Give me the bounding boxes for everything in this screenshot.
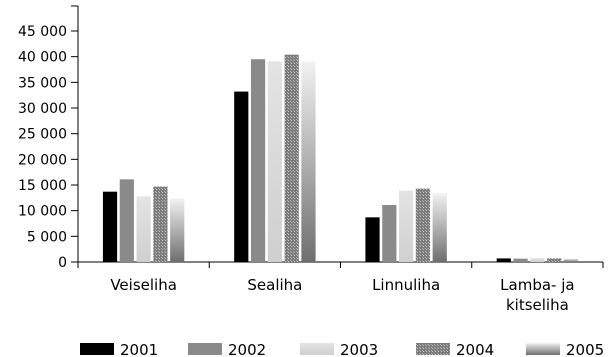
legend-swatch-2003	[300, 343, 334, 355]
bar-2004	[547, 258, 562, 262]
y-tick-label: 35 000	[18, 75, 67, 91]
bar-2001	[496, 258, 511, 262]
legend-label-2003: 2003	[340, 341, 378, 357]
bar-2001	[234, 91, 249, 262]
bar-2002	[250, 59, 266, 262]
legend: 2001 2002 2003 2004 2005	[80, 341, 604, 357]
y-tick-label: 15 000	[18, 178, 67, 194]
legend-label-2004: 2004	[456, 341, 494, 357]
bar-2003	[267, 61, 282, 262]
y-tick-label: 10 000	[18, 204, 67, 220]
y-tick-label: 40 000	[18, 50, 67, 66]
bar-2002	[513, 258, 528, 262]
bar-2005	[563, 258, 579, 262]
legend-label-2002: 2002	[228, 341, 266, 357]
category-label: Veiseliha	[110, 276, 177, 294]
bar-2004	[415, 188, 431, 262]
legend-swatch-2005	[526, 343, 560, 355]
y-tick-label: 45 000	[18, 24, 67, 40]
category-label: Lamba- ja	[500, 276, 574, 294]
legend-label-2001: 2001	[120, 341, 158, 357]
bar-2005	[170, 198, 185, 262]
category-label: Linnuliha	[372, 276, 440, 294]
bar-2005	[432, 193, 447, 262]
bar-2003	[136, 196, 151, 262]
y-tick-label: 5 000	[27, 229, 67, 245]
category-label: kitseliha	[506, 296, 569, 314]
axes: 0 5 000 10 000 15 000 20 000 25 000 30 000 35 0…	[18, 5, 604, 271]
y-tick-label: 30 000	[18, 101, 67, 117]
bar-2004	[284, 54, 299, 262]
legend-swatch-2004	[416, 343, 450, 355]
category-labels: Veiseliha Sealiha Linnuliha Lamba- ja kitsel…	[110, 276, 574, 314]
legend-label-2005: 2005	[566, 341, 604, 357]
bar-2002	[119, 179, 134, 262]
y-tick-label: 25 000	[18, 127, 67, 143]
bars	[102, 54, 579, 262]
bar-2001	[102, 191, 118, 262]
bar-2001	[365, 217, 380, 262]
y-tick-label: 0	[58, 255, 67, 271]
bar-2002	[382, 205, 397, 262]
legend-swatch-2002	[188, 343, 222, 355]
y-tick-label: 20 000	[18, 152, 67, 168]
bar-2004	[153, 186, 168, 262]
bar-2003	[399, 190, 414, 262]
bar-2005	[301, 61, 316, 262]
bar-2003	[530, 258, 545, 262]
legend-swatch-2001	[80, 343, 114, 355]
category-label: Sealiha	[247, 276, 302, 294]
